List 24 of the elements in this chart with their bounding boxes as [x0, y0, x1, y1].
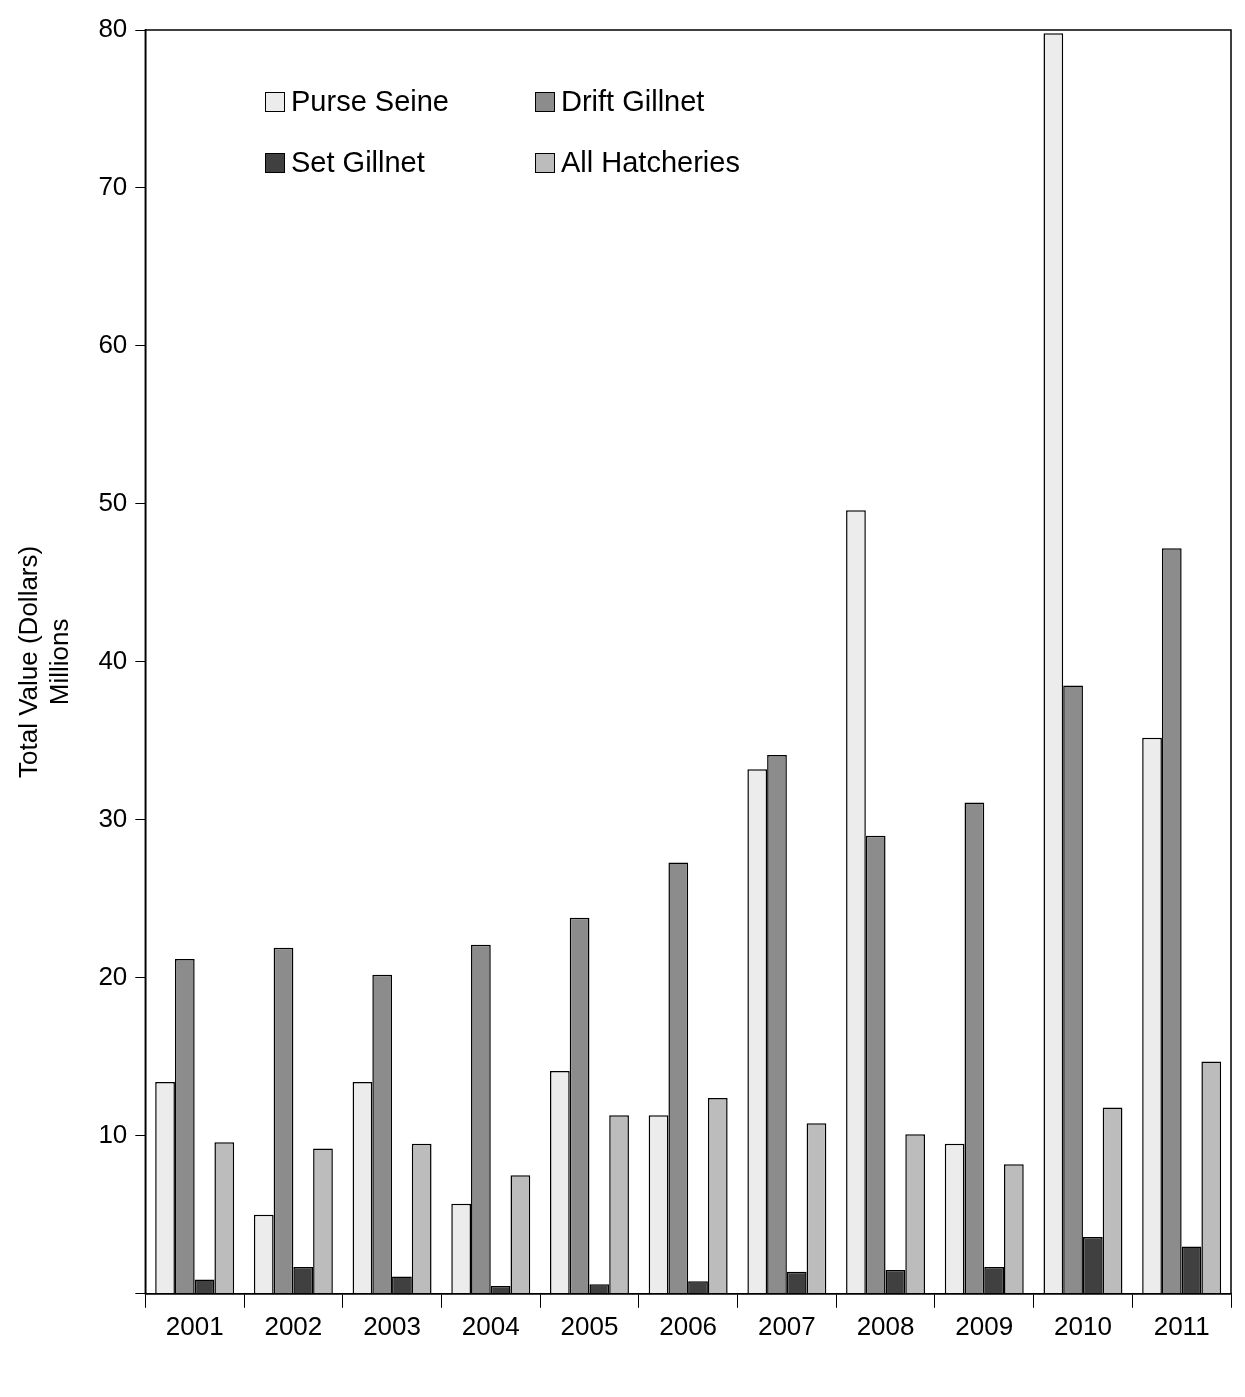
- y-tick-label: 20: [98, 961, 128, 992]
- x-tick-label: 2005: [560, 1310, 619, 1341]
- y-tick-label: 10: [98, 1119, 128, 1149]
- x-tick-label: 2002: [264, 1310, 323, 1341]
- x-tick-label: 2010: [1054, 1310, 1112, 1341]
- x-tick-label: 2007: [757, 1310, 816, 1341]
- x-tick-label: 2003: [363, 1310, 421, 1341]
- x-tick-label: 2004: [461, 1310, 520, 1341]
- x-tick-label: 2011: [1153, 1310, 1210, 1341]
- y-tick-label: 80: [98, 13, 128, 44]
- x-tick-label: 2008: [856, 1310, 915, 1341]
- y-tick-label: 30: [98, 803, 128, 834]
- y-axis-title: Total Value (Dollars) Millions: [12, 545, 74, 778]
- y-tick-label: 70: [98, 171, 128, 202]
- legend-label: Purse Seine: [291, 85, 449, 118]
- y-tick-label: 50: [98, 487, 128, 518]
- y-tick-label: 40: [98, 645, 128, 676]
- x-tick-label: 2001: [165, 1310, 224, 1341]
- legend-label: Drift Gillnet: [561, 85, 705, 118]
- legend-label: Set Gillnet: [291, 146, 425, 179]
- y-tick-label: 60: [98, 329, 128, 360]
- x-tick-label: 2009: [955, 1310, 1014, 1341]
- legend-label: All Hatcheries: [561, 146, 740, 179]
- x-tick-label: 2006: [659, 1310, 718, 1341]
